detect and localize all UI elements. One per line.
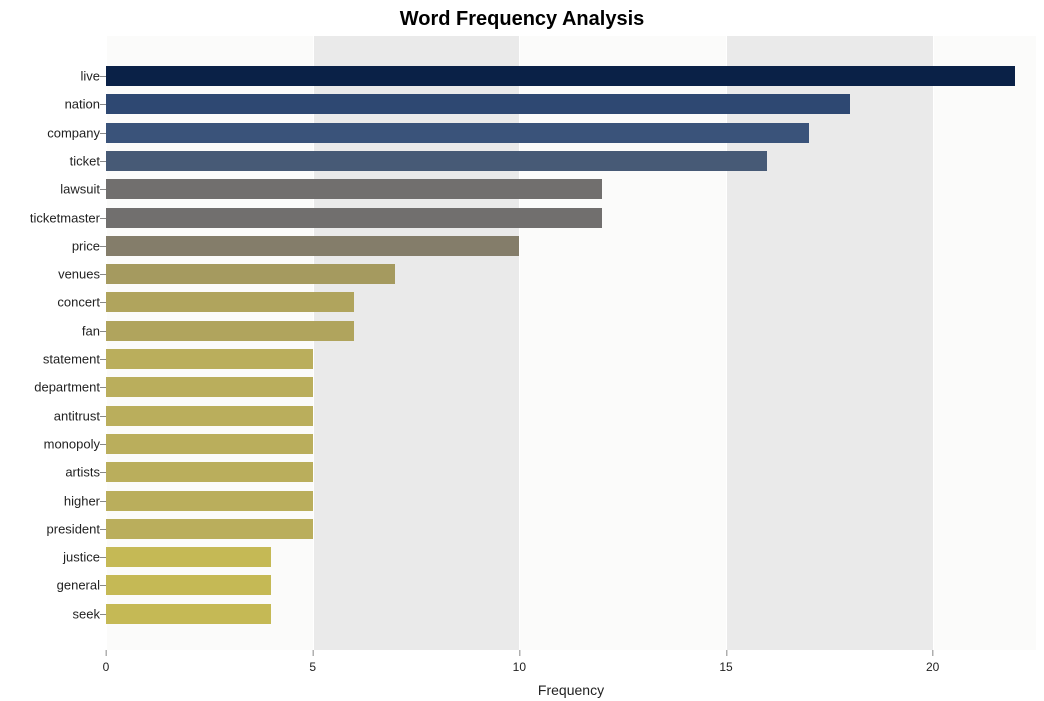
bar: [106, 575, 271, 595]
bar: [106, 491, 313, 511]
y-axis-label: higher: [64, 493, 106, 508]
x-gridline: [933, 36, 934, 650]
word-frequency-chart: Word Frequency Analysis livenationcompan…: [0, 0, 1044, 701]
bar: [106, 462, 313, 482]
bar: [106, 406, 313, 426]
y-axis-label: company: [47, 125, 106, 140]
bar: [106, 547, 271, 567]
bar: [106, 292, 354, 312]
bar: [106, 151, 767, 171]
panel-stripe: [933, 36, 1036, 650]
bar: [106, 123, 809, 143]
y-axis-label: nation: [65, 97, 106, 112]
y-axis-label: venues: [58, 267, 106, 282]
y-axis-label: price: [72, 238, 106, 253]
bar: [106, 519, 313, 539]
y-axis-label: live: [80, 69, 106, 84]
y-axis-label: lawsuit: [60, 182, 106, 197]
bar: [106, 434, 313, 454]
y-axis-label: ticket: [70, 153, 106, 168]
bar: [106, 236, 519, 256]
x-tick-label: 20: [926, 650, 939, 674]
bar: [106, 94, 850, 114]
y-axis-label: president: [47, 521, 106, 536]
x-tick-label: 5: [309, 650, 316, 674]
bar: [106, 264, 395, 284]
y-axis-label: statement: [43, 352, 106, 367]
y-axis-label: department: [34, 380, 106, 395]
y-axis-label: justice: [63, 550, 106, 565]
y-axis-label: seek: [73, 606, 106, 621]
y-axis-label: ticketmaster: [30, 210, 106, 225]
bar: [106, 66, 1015, 86]
bar: [106, 208, 602, 228]
y-axis-label: general: [57, 578, 106, 593]
y-axis-label: concert: [57, 295, 106, 310]
chart-title: Word Frequency Analysis: [0, 8, 1044, 31]
y-axis-label: monopoly: [44, 436, 106, 451]
y-axis-label: antitrust: [54, 408, 106, 423]
x-tick-label: 10: [513, 650, 526, 674]
bar: [106, 604, 271, 624]
bar: [106, 349, 313, 369]
bar: [106, 321, 354, 341]
bar: [106, 179, 602, 199]
bar: [106, 377, 313, 397]
plot-area: livenationcompanyticketlawsuitticketmast…: [106, 36, 1036, 650]
y-axis-label: fan: [82, 323, 106, 338]
y-axis-label: artists: [65, 465, 106, 480]
x-tick-label: 0: [103, 650, 110, 674]
x-tick-label: 15: [719, 650, 732, 674]
x-axis-title: Frequency: [538, 682, 604, 698]
